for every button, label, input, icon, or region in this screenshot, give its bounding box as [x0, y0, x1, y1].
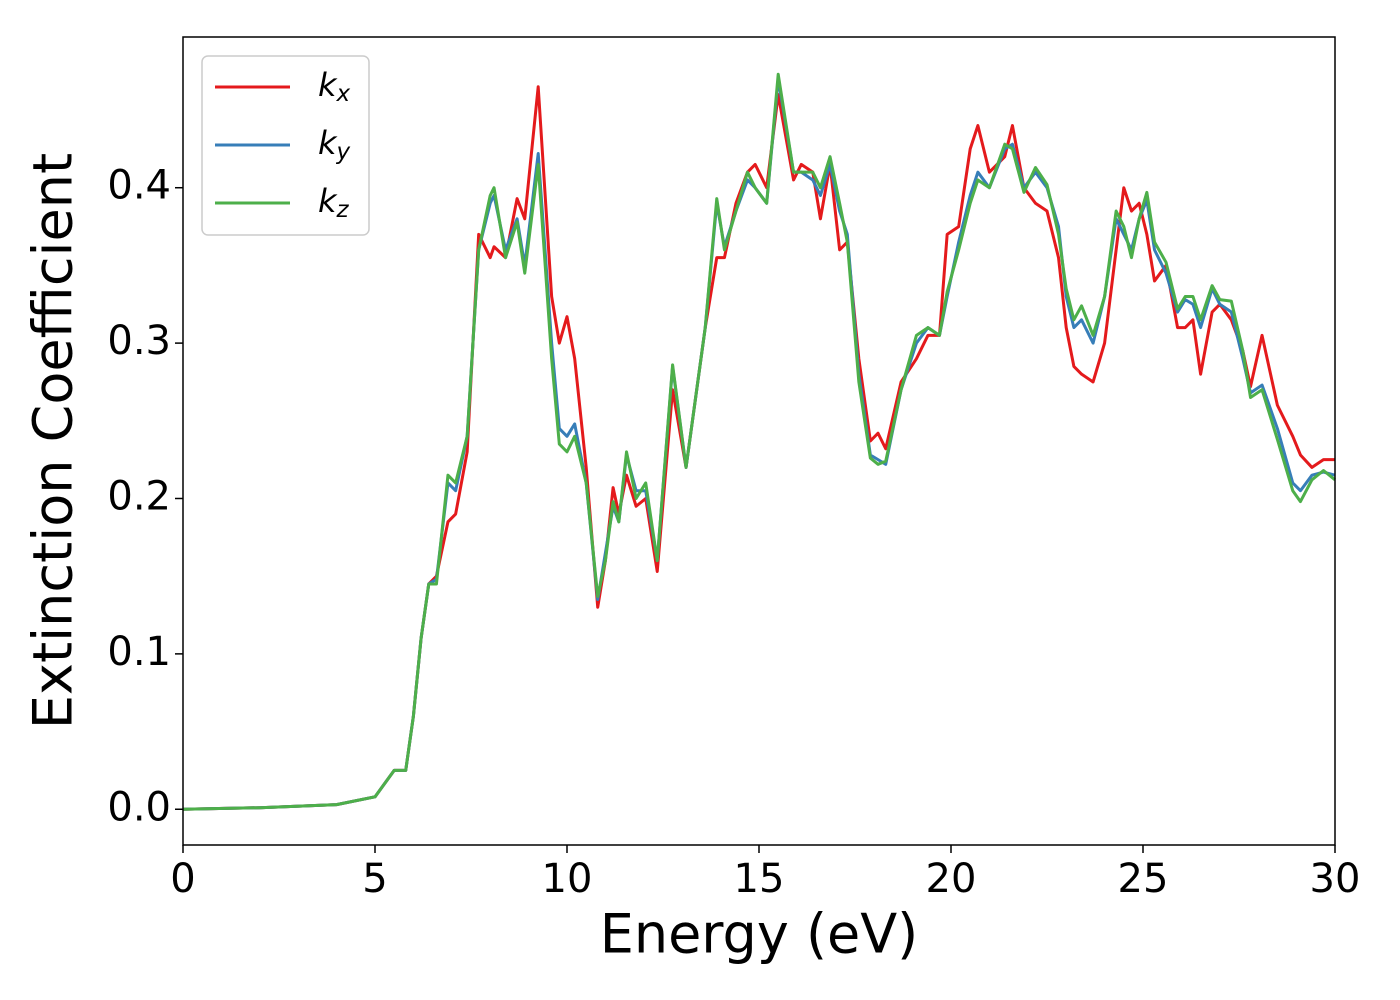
x-tick-label: 30: [1310, 856, 1361, 902]
legend-label: ky: [318, 124, 351, 165]
x-axis-label: Energy (eV): [600, 903, 919, 966]
x-tick-label: 25: [1118, 856, 1169, 902]
x-tick-label: 20: [926, 856, 977, 902]
legend-label: kz: [318, 182, 350, 223]
plot-frame: [182, 36, 1336, 846]
x-tick-label: 5: [362, 856, 387, 902]
y-axis-label: Extinction Coefficient: [22, 153, 85, 729]
y-tick-label: 0.3: [107, 318, 171, 364]
y-tick-label: 0.1: [107, 629, 171, 675]
y-tick-label: 0.4: [107, 163, 171, 209]
legend-label: kx: [318, 66, 351, 107]
x-tick-label: 0: [170, 856, 195, 902]
y-tick-label: 0.0: [107, 784, 171, 830]
x-tick-label: 15: [734, 856, 785, 902]
series-line: [182, 72, 1336, 811]
x-tick-label: 10: [542, 856, 593, 902]
y-tick-label: 0.2: [107, 473, 171, 519]
